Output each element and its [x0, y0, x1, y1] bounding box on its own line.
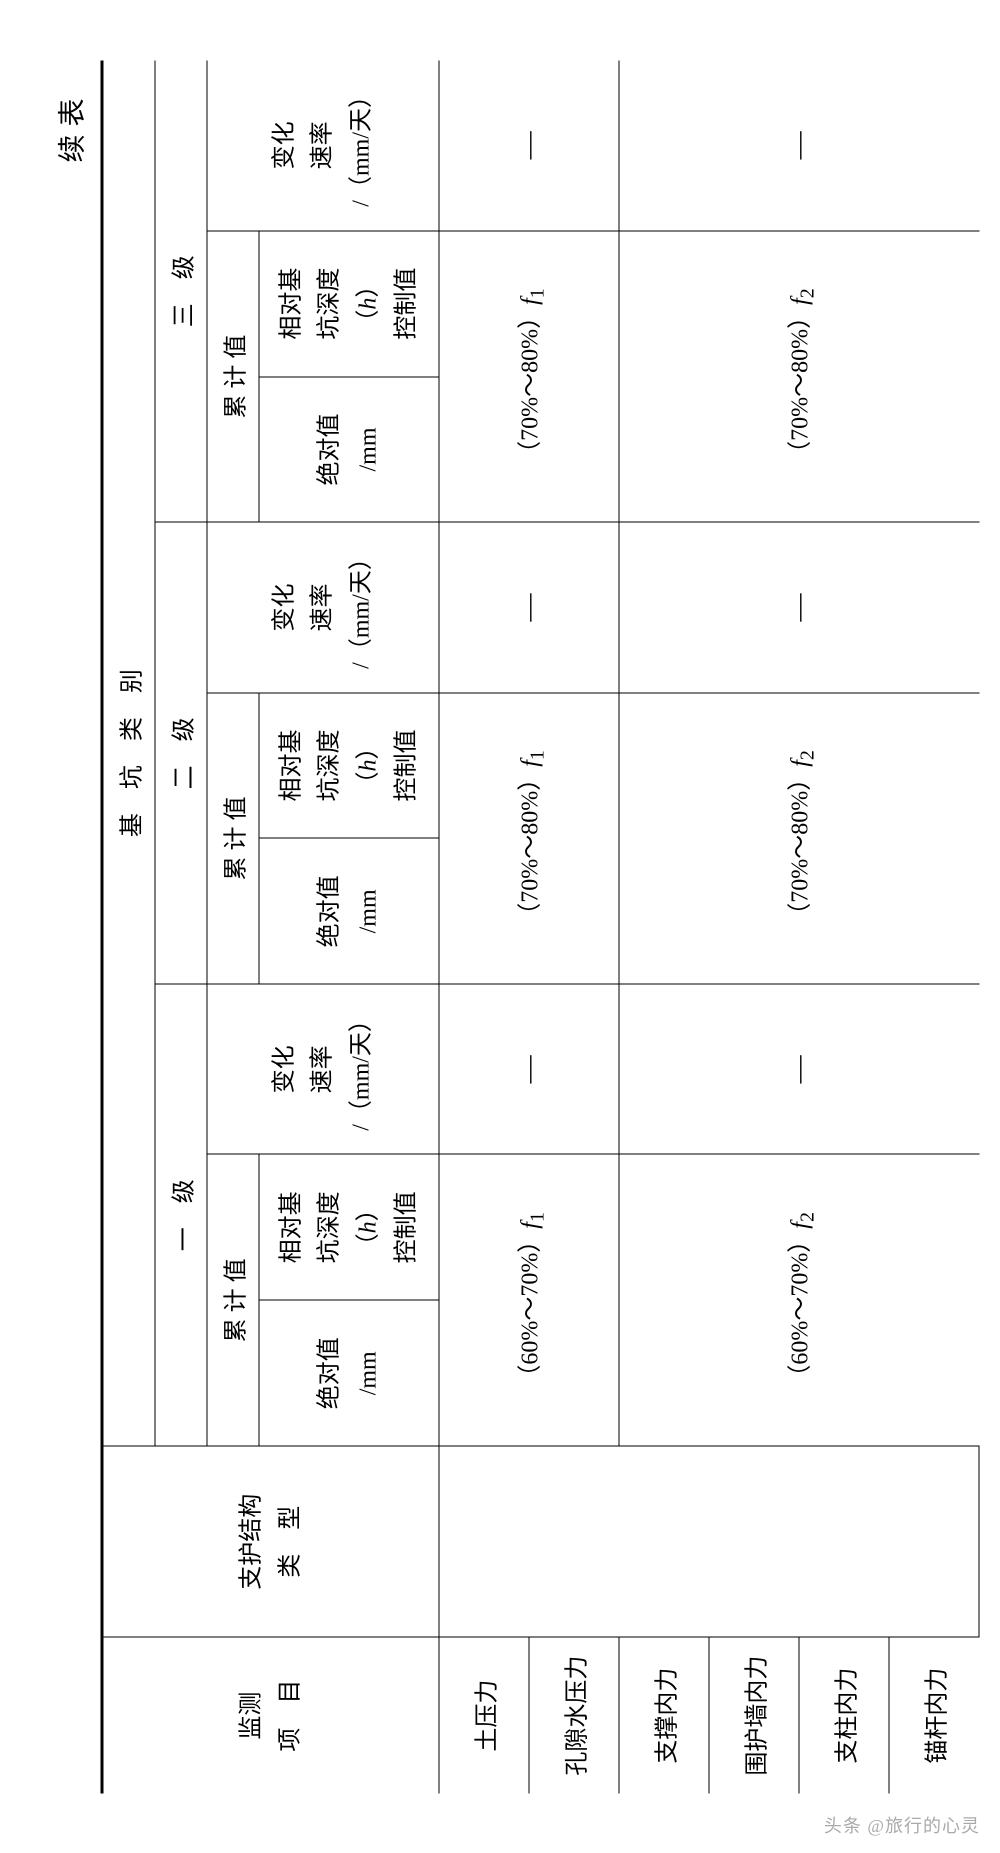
value-g2-l3: （70%～80%）f2 — [619, 230, 979, 522]
support-type-cell — [439, 1446, 979, 1637]
rate-g2-l3: — — [619, 60, 979, 230]
row-pore-pressure: 孔隙水压力 — [529, 1637, 619, 1793]
value-g1-l2: （70%～80%）f1 — [439, 692, 619, 984]
rate-g1-l2: — — [439, 522, 619, 692]
header-rel-3: 相对基坑深度（h）控制值 — [259, 230, 439, 376]
header-abs-2: 绝对值/mm — [259, 838, 439, 984]
row-anchor-force: 锚杆内力 — [889, 1637, 979, 1793]
watermark-text: 头条 @旅行的心灵 — [824, 1812, 980, 1838]
header-cumulative-1: 累 计 值 — [207, 1154, 259, 1446]
header-rate-3: 变化速率/（mm/天） — [207, 60, 439, 230]
header-level-1: 一 级 — [155, 984, 207, 1446]
row-wall-force: 围护墙内力 — [709, 1637, 799, 1793]
header-pit-category: 基 坑 类 别 — [102, 60, 155, 1446]
rate-g1-l1: — — [439, 984, 619, 1154]
rate-g2-l2: — — [619, 522, 979, 692]
monitoring-table: 监测项 目 支护结构类 型 基 坑 类 别 一 级 二 级 三 级 累 计 值 … — [100, 60, 979, 1793]
header-cumulative-3: 累 计 值 — [207, 230, 259, 522]
row-soil-pressure: 土压力 — [439, 1637, 529, 1793]
header-rate-2: 变化速率/（mm/天） — [207, 522, 439, 692]
header-level-3: 三 级 — [155, 60, 207, 522]
header-rate-1: 变化速率/（mm/天） — [207, 984, 439, 1154]
header-support-type: 支护结构类 型 — [102, 1446, 439, 1637]
header-cumulative-2: 累 计 值 — [207, 692, 259, 984]
header-abs-1: 绝对值/mm — [259, 1300, 439, 1446]
value-g1-l3: （70%～80%）f1 — [439, 230, 619, 522]
value-g2-l2: （70%～80%）f2 — [619, 692, 979, 984]
header-level-2: 二 级 — [155, 522, 207, 984]
value-g2-l1: （60%～70%）f2 — [619, 1154, 979, 1446]
value-g1-l1: （60%～70%）f1 — [439, 1154, 619, 1446]
header-rel-2: 相对基坑深度（h）控制值 — [259, 692, 439, 838]
header-monitor-item: 监测项 目 — [102, 1637, 439, 1793]
continued-label: 续表 — [50, 60, 90, 1793]
header-rel-1: 相对基坑深度（h）控制值 — [259, 1154, 439, 1300]
header-abs-3: 绝对值/mm — [259, 376, 439, 522]
rate-g2-l1: — — [619, 984, 979, 1154]
row-strut-force: 支撑内力 — [619, 1637, 709, 1793]
rate-g1-l3: — — [439, 60, 619, 230]
row-column-force: 支柱内力 — [799, 1637, 889, 1793]
